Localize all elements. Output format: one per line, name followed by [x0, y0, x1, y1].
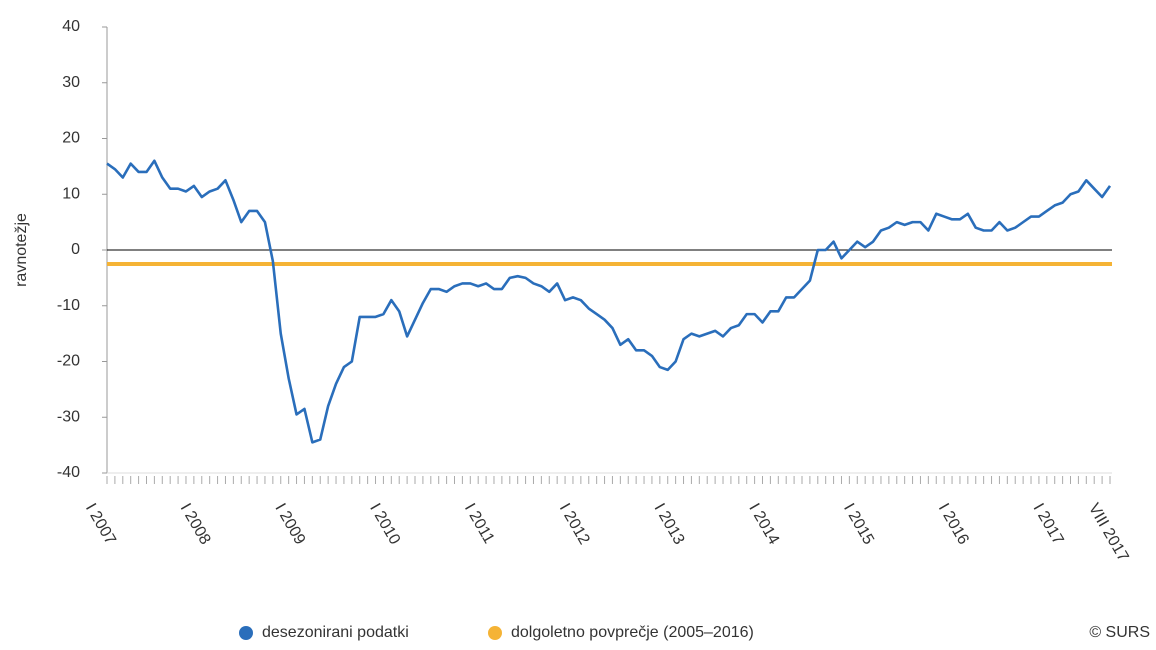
y-axis-label: ravnotežje [13, 213, 30, 287]
data-line [106, 159, 1112, 444]
y-tick-label: 0 [71, 241, 80, 258]
x-tick-label: I 2007 [82, 501, 119, 548]
x-tick-label: I 2010 [366, 501, 403, 548]
x-tick-label: VIII 2017 [1085, 501, 1132, 565]
x-tick-label: I 2016 [935, 501, 972, 548]
y-tick-label: -40 [57, 464, 80, 481]
legend-marker [488, 626, 502, 640]
x-tick-label: I 2014 [745, 501, 782, 548]
y-tick-label: -30 [57, 408, 80, 425]
x-tick-label: I 2015 [840, 501, 877, 548]
x-tick-label: I 2012 [556, 501, 593, 548]
x-tick-label: I 2011 [461, 501, 497, 547]
x-tick-label: I 2009 [271, 501, 308, 548]
y-tick-label: 40 [62, 18, 80, 35]
y-tick-label: 30 [62, 74, 80, 91]
y-tick-label: -10 [57, 297, 80, 314]
legend-marker [239, 626, 253, 640]
x-tick-label: I 2017 [1030, 501, 1067, 548]
y-tick-label: -20 [57, 353, 80, 370]
y-tick-label: 20 [62, 130, 80, 147]
x-tick-label: I 2013 [650, 501, 687, 548]
legend-label: dolgoletno povprečje (2005–2016) [511, 624, 754, 641]
source: © SURS [1089, 624, 1150, 641]
x-tick-label: I 2008 [177, 501, 214, 548]
y-tick-label: 10 [62, 185, 80, 202]
legend-label: desezonirani podatki [262, 624, 409, 641]
